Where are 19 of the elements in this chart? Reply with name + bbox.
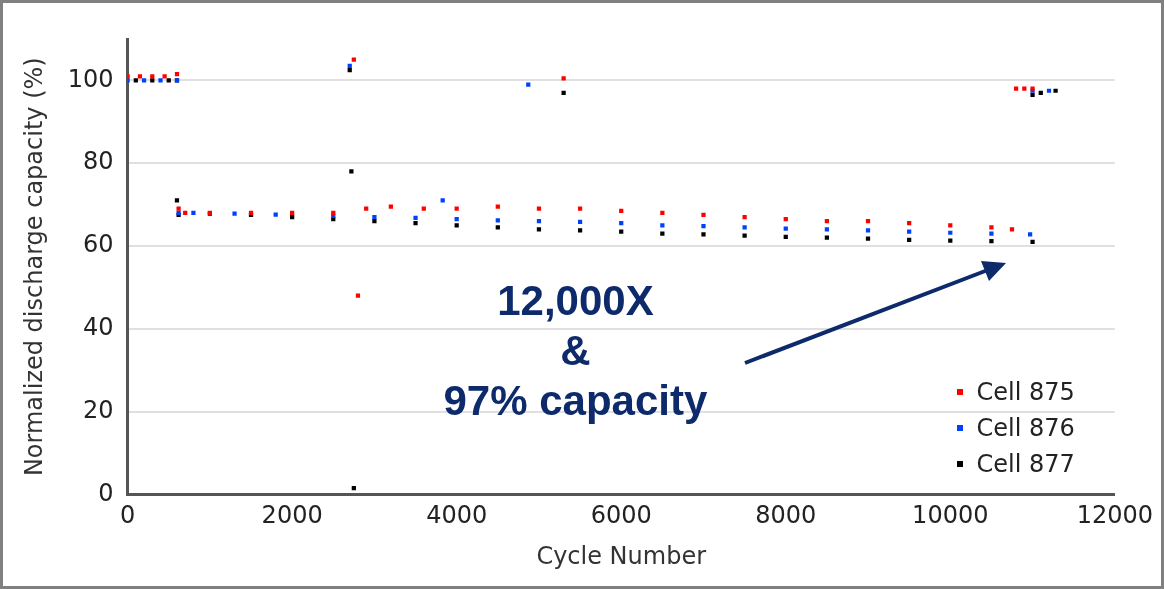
x-tick-label: 6000 — [590, 501, 652, 530]
x-tick-label: 12000 — [1076, 501, 1154, 530]
y-axis-title: Normalized discharge capacity (%) — [19, 57, 48, 477]
x-tick-label: 8000 — [755, 501, 817, 530]
legend-label: Cell 877 — [976, 450, 1075, 479]
x-tick-label: 10000 — [912, 501, 989, 530]
x-axis-title: Cycle Number — [536, 541, 707, 570]
y-tick-label: 100 — [67, 64, 114, 93]
y-tick-label: 80 — [83, 147, 114, 176]
x-tick-label: 4000 — [426, 501, 488, 530]
y-tick-label: 40 — [83, 313, 114, 342]
x-tick-label: 0 — [119, 501, 136, 530]
annotation: 12,000X & 97% capacity — [443, 275, 708, 426]
legend-label: Cell 875 — [976, 378, 1075, 407]
legend-label: Cell 876 — [976, 414, 1075, 443]
x-tick-label: 2000 — [261, 501, 323, 530]
y-tick-label: 20 — [83, 395, 114, 424]
y-tick-label: 0 — [98, 478, 114, 507]
y-tick-label: 60 — [83, 230, 114, 259]
